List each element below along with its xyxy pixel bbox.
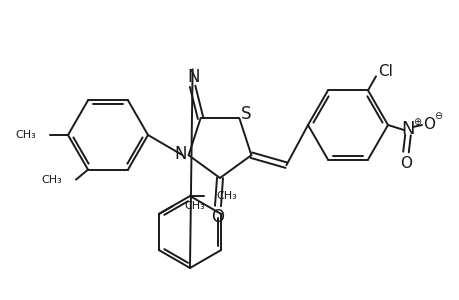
- Text: Cl: Cl: [378, 64, 392, 79]
- Text: N: N: [174, 145, 186, 163]
- Text: CH₃: CH₃: [185, 201, 205, 211]
- Text: O: O: [422, 116, 434, 131]
- Text: O: O: [211, 208, 224, 226]
- Text: O: O: [399, 155, 411, 170]
- Text: N: N: [187, 68, 199, 86]
- Text: ⊖: ⊖: [433, 111, 441, 121]
- Text: CH₃: CH₃: [41, 175, 62, 184]
- Text: N: N: [400, 120, 414, 138]
- Text: S: S: [241, 105, 251, 123]
- Text: ⊕: ⊕: [412, 117, 420, 127]
- Text: CH₃: CH₃: [15, 130, 36, 140]
- Text: CH₃: CH₃: [216, 191, 236, 201]
